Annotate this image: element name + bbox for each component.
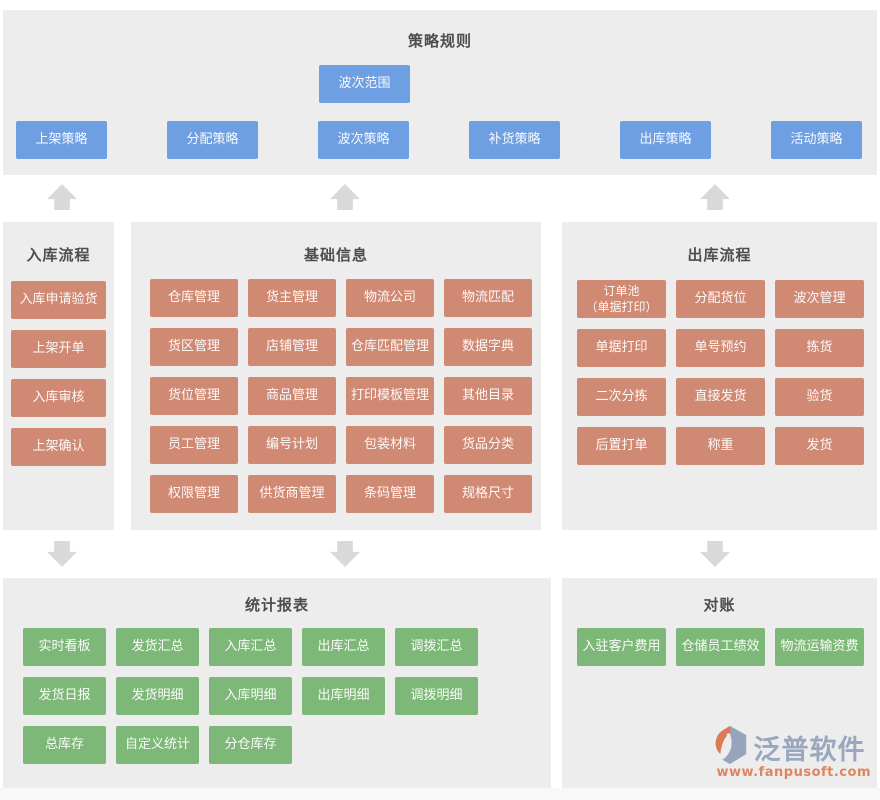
strategy-box-wave-scope: 波次范围 xyxy=(319,65,410,103)
down-arrow-icon xyxy=(700,541,730,567)
reports-box-grid: 实时看板 发货汇总 入库汇总 出库汇总 调拨汇总 发货日报 发货明细 入库明细 … xyxy=(23,628,551,764)
basic-info-box: 仓库管理 xyxy=(150,279,238,317)
outbound-box: 二次分拣 xyxy=(577,378,666,416)
report-box: 发货明细 xyxy=(116,677,199,715)
report-box: 调拨明细 xyxy=(395,677,478,715)
basic-info-box: 规格尺寸 xyxy=(444,475,532,513)
inbound-box: 入库审核 xyxy=(11,379,106,417)
strategy-box: 补货策略 xyxy=(469,121,560,159)
inbound-panel: 入库流程 入库申请验货 上架开单 入库审核 上架确认 xyxy=(3,222,114,530)
strategy-box: 出库策略 xyxy=(620,121,711,159)
outbound-box: 单号预约 xyxy=(676,329,765,367)
basic-info-box: 物流公司 xyxy=(346,279,434,317)
basic-info-box: 货主管理 xyxy=(248,279,336,317)
up-arrow-icon xyxy=(700,184,730,210)
down-arrow-icon xyxy=(330,541,360,567)
strategy-box: 波次策略 xyxy=(318,121,409,159)
reconciliation-box: 物流运输资费 xyxy=(775,628,864,666)
basic-info-box: 包装材料 xyxy=(346,426,434,464)
report-box: 实时看板 xyxy=(23,628,106,666)
reconciliation-box: 入驻客户费用 xyxy=(577,628,666,666)
inbound-box-list: 入库申请验货 上架开单 入库审核 上架确认 xyxy=(3,281,114,466)
basic-info-box: 供货商管理 xyxy=(248,475,336,513)
vendor-logo-name: 泛普软件 xyxy=(753,734,866,766)
up-arrow-icon xyxy=(47,184,77,210)
outbound-panel-title: 出库流程 xyxy=(687,246,752,264)
basic-info-box: 条码管理 xyxy=(346,475,434,513)
basic-info-box: 权限管理 xyxy=(150,475,238,513)
down-arrow-icon xyxy=(47,541,77,567)
basic-info-box: 员工管理 xyxy=(150,426,238,464)
inbound-box: 上架确认 xyxy=(11,428,106,466)
outbound-box: 分配货位 xyxy=(676,280,765,318)
reconciliation-panel-title: 对账 xyxy=(703,596,736,614)
reports-panel: 统计报表 实时看板 发货汇总 入库汇总 出库汇总 调拨汇总 发货日报 发货明细 … xyxy=(3,578,551,788)
outbound-box: 后置打单 xyxy=(577,427,666,465)
vendor-logo: 泛普软件 www.fanpusoft.com xyxy=(708,724,871,780)
basic-info-panel-title: 基础信息 xyxy=(303,246,368,264)
strategy-box: 活动策略 xyxy=(771,121,862,159)
strategy-panel-title: 策略规则 xyxy=(407,32,472,50)
basic-info-box: 商品管理 xyxy=(248,377,336,415)
reconciliation-panel: 对账 入驻客户费用 仓储员工绩效 物流运输资费 泛普软件 www.fanpuso… xyxy=(562,578,877,788)
outbound-box: 波次管理 xyxy=(775,280,864,318)
report-box: 调拨汇总 xyxy=(395,628,478,666)
reconciliation-box: 仓储员工绩效 xyxy=(676,628,765,666)
report-box: 入库明细 xyxy=(209,677,292,715)
basic-info-box: 货品分类 xyxy=(444,426,532,464)
outbound-box: 直接发货 xyxy=(676,378,765,416)
report-box: 出库明细 xyxy=(302,677,385,715)
strategy-box: 上架策略 xyxy=(16,121,107,159)
report-box: 自定义统计 xyxy=(116,726,199,764)
outbound-box: 发货 xyxy=(775,427,864,465)
inbound-box: 上架开单 xyxy=(11,330,106,368)
reports-panel-title: 统计报表 xyxy=(244,596,309,614)
outbound-box: 称重 xyxy=(676,427,765,465)
outbound-box: 验货 xyxy=(775,378,864,416)
basic-info-box: 其他目录 xyxy=(444,377,532,415)
outbound-box: 拣货 xyxy=(775,329,864,367)
reconciliation-box-grid: 入驻客户费用 仓储员工绩效 物流运输资费 xyxy=(577,628,877,666)
basic-info-box: 打印模板管理 xyxy=(346,377,434,415)
inbound-panel-title: 入库流程 xyxy=(26,246,91,264)
strategy-panel: 策略规则 波次范围 上架策略 分配策略 波次策略 补货策略 出库策略 活动策略 xyxy=(3,10,877,175)
outbound-panel: 出库流程 订单池 （单据打印） 分配货位 波次管理 单据打印 单号预约 拣货 二… xyxy=(562,222,877,530)
basic-info-box: 物流匹配 xyxy=(444,279,532,317)
basic-info-box: 店铺管理 xyxy=(248,328,336,366)
inbound-box: 入库申请验货 xyxy=(11,281,106,319)
basic-info-panel: 基础信息 仓库管理 货主管理 物流公司 物流匹配 货区管理 店铺管理 仓库匹配管… xyxy=(131,222,541,530)
fanpu-hexagon-logo-icon xyxy=(708,724,750,770)
outbound-box-grid: 订单池 （单据打印） 分配货位 波次管理 单据打印 单号预约 拣货 二次分拣 直… xyxy=(577,280,877,465)
basic-info-box: 数据字典 xyxy=(444,328,532,366)
vendor-logo-row: 泛普软件 xyxy=(708,724,871,770)
basic-info-box-grid: 仓库管理 货主管理 物流公司 物流匹配 货区管理 店铺管理 仓库匹配管理 数据字… xyxy=(150,279,541,513)
up-arrow-icon xyxy=(330,184,360,210)
report-box: 发货汇总 xyxy=(116,628,199,666)
basic-info-box: 编号计划 xyxy=(248,426,336,464)
report-box: 总库存 xyxy=(23,726,106,764)
basic-info-box: 货区管理 xyxy=(150,328,238,366)
footer-strip xyxy=(0,788,880,800)
report-box: 发货日报 xyxy=(23,677,106,715)
report-box: 入库汇总 xyxy=(209,628,292,666)
vendor-logo-url: www.fanpusoft.com xyxy=(716,765,871,780)
basic-info-box: 货位管理 xyxy=(150,377,238,415)
strategy-box-row: 上架策略 分配策略 波次策略 补货策略 出库策略 活动策略 xyxy=(3,121,877,159)
basic-info-box: 仓库匹配管理 xyxy=(346,328,434,366)
outbound-box: 订单池 （单据打印） xyxy=(577,280,666,318)
report-box: 分仓库存 xyxy=(209,726,292,764)
report-box: 出库汇总 xyxy=(302,628,385,666)
outbound-box: 单据打印 xyxy=(577,329,666,367)
strategy-box: 分配策略 xyxy=(167,121,258,159)
